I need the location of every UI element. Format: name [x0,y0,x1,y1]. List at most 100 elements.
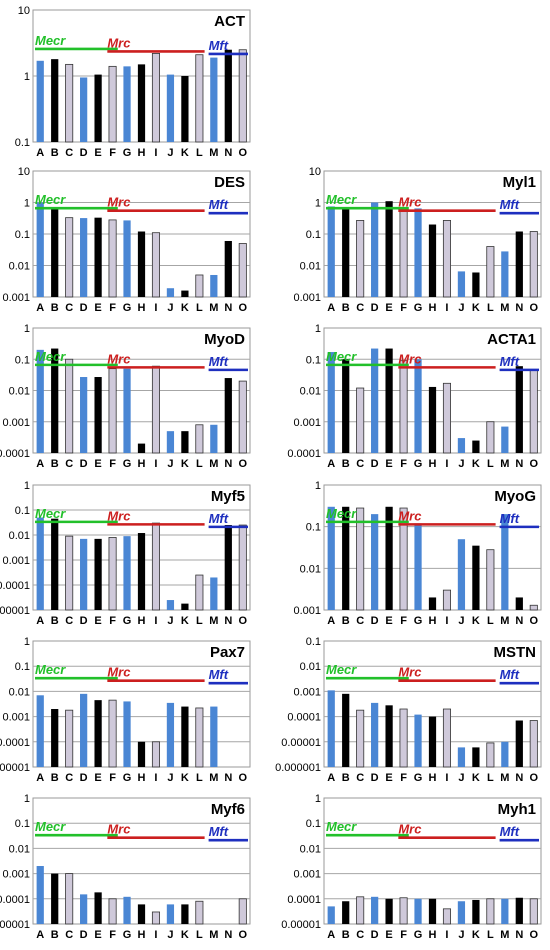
x-tick-label: J [458,302,464,314]
group-label-mft: Mft [209,511,229,526]
x-tick-label: F [400,458,407,470]
x-tick-label: B [51,302,59,314]
bar-N [224,378,232,453]
y-tick-label: 0.0001 [0,448,30,460]
x-tick-label: N [515,929,523,941]
y-tick-label: 0.0001 [287,894,321,906]
x-tick-label: N [515,615,523,627]
bar-A [36,349,44,453]
x-tick-label: N [515,302,523,314]
bar-D [80,693,88,767]
group-label-mecr: Mecr [326,192,357,207]
x-tick-label: F [400,302,407,314]
bar-J [457,747,466,767]
bar-M [501,898,509,924]
x-tick-label: H [429,458,437,470]
x-tick-label: L [196,615,203,627]
x-tick-label: D [80,615,88,627]
x-tick-label: H [138,615,146,627]
bar-F [108,65,117,143]
x-tick-label: G [414,458,423,470]
chart-panel-myl1: 10 1 0.1 0.01 0.001 A B C D E F G H I J K L M N O Mecr Mrc Mft… [293,166,542,314]
y-tick-label: 1 [24,793,30,805]
x-tick-label: F [109,302,116,314]
x-tick-label: M [500,302,509,314]
bar-E [94,217,102,297]
bar-L [486,898,495,925]
x-tick-label: D [371,615,379,627]
x-tick-label: K [181,615,189,627]
bar-L [195,900,204,925]
y-tick-label: 0.01 [9,261,30,273]
chart-title: MSTN [494,644,537,661]
y-tick-label: 0.01 [300,661,321,673]
bar-J [166,600,175,610]
bar-O [238,243,247,298]
bar-L [195,707,204,768]
x-tick-label: G [123,615,132,627]
x-tick-label: C [65,929,73,941]
chart-title: DES [214,174,245,191]
chart-panel-myf6: 1 0.1 0.01 0.001 0.0001 0.00001 ABCDEFGHIJKLMN… [0,793,251,941]
x-tick-label: O [529,929,538,941]
x-tick-label: G [414,302,423,314]
bar-L [195,274,204,298]
bar-E [385,201,393,297]
x-tick-label: D [371,458,379,470]
bar-D [80,377,88,453]
x-tick-label: N [515,772,523,784]
x-tick-label: M [500,772,509,784]
bar-F [108,699,117,768]
y-tick-label: 0.001 [2,869,30,881]
x-tick-label: N [224,458,232,470]
y-tick-label: 0.1 [15,818,30,830]
x-tick-label: K [472,772,480,784]
y-tick-label: 0.0001 [0,737,30,749]
group-label-mecr: Mecr [35,192,66,207]
y-tick-label: 0.000001 [275,762,321,774]
bar-C [356,896,365,925]
x-tick-label: K [181,147,189,159]
x-tick-label: B [51,772,59,784]
group-label-mecr: Mecr [326,662,357,677]
x-tick-label: H [138,929,146,941]
x-tick-label: G [123,458,132,470]
x-tick-label: A [327,772,335,784]
x-tick-label: D [80,772,88,784]
bar-A [327,906,335,924]
bar-K [181,603,189,610]
x-tick-label: C [65,458,73,470]
bar-A [327,206,335,297]
bar-H [428,224,437,297]
x-tick-label: A [36,929,44,941]
x-tick-label: A [327,929,335,941]
bar-O [529,369,538,454]
group-label-mrc: Mrc [398,508,422,523]
bar-J [166,904,175,924]
x-tick-label: C [65,615,73,627]
y-tick-label: 0.001 [293,417,321,429]
x-tick-label: L [196,929,203,941]
x-tick-label: G [414,929,423,941]
y-tick-label: 1 [24,198,30,210]
bar-E [385,898,393,924]
x-tick-label: B [51,458,59,470]
chart-panel-myog: 1 0.1 0.01 0.001 A B C D E F G H I J K L M N O Mecr Mrc Mft My… [293,480,542,627]
group-label-mecr: Mecr [326,819,357,834]
bar-F [108,537,117,611]
bar-D [371,514,379,610]
bar-A [36,202,44,297]
chart-panel-pax7: 1 0.1 0.01 0.001 0.0001 0.00001 ABCDEFGHIJKLMN… [0,636,251,784]
bar-G [123,220,131,297]
x-tick-label: M [500,929,509,941]
x-tick-label: H [138,147,146,159]
bar-J [457,901,466,924]
bar-H [428,716,437,767]
bar-C [65,63,74,143]
group-label-mecr: Mecr [35,662,66,677]
x-tick-label: B [51,615,59,627]
bar-F [108,368,117,454]
bar-N [515,897,523,924]
chart-title: Myl1 [503,174,536,191]
x-tick-label: I [154,147,157,159]
